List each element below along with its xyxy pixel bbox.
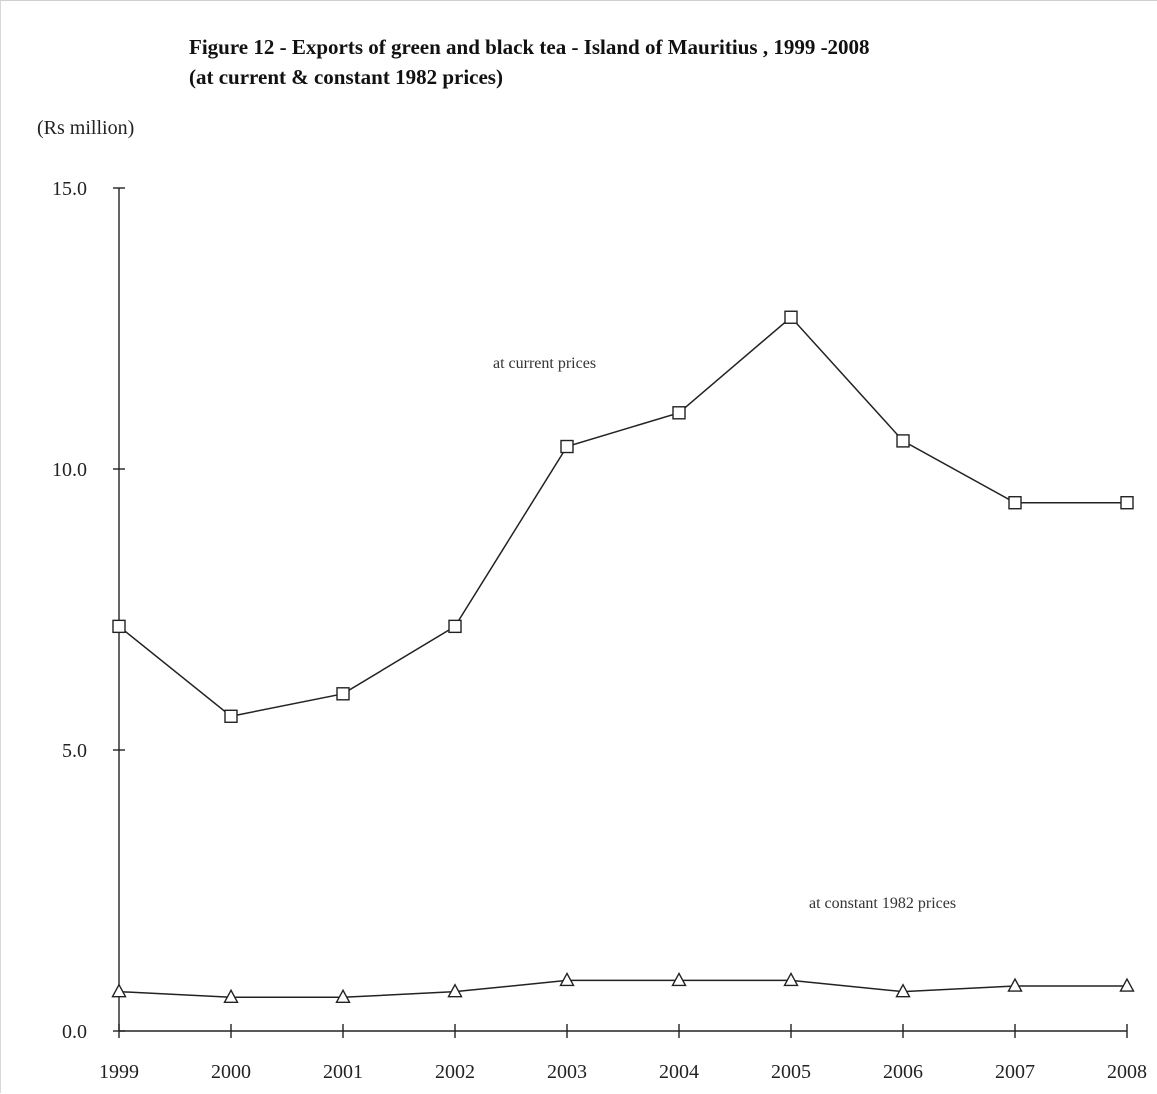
- series-line-1: [118, 316, 1127, 718]
- data-point-square: [336, 687, 350, 701]
- y-tick-label: 15.0: [52, 178, 87, 200]
- data-point-triangle: [1007, 977, 1023, 992]
- data-point-triangle: [335, 988, 351, 1003]
- y-tick-label: 5.0: [62, 740, 87, 762]
- x-tick-label: 2005: [771, 1061, 811, 1083]
- data-point-square: [1008, 496, 1022, 510]
- y-axis-label: (Rs million): [37, 117, 135, 139]
- x-tick-label: 2008: [1107, 1061, 1147, 1083]
- x-tick-label: 1999: [99, 1061, 139, 1083]
- data-point-triangle: [895, 983, 911, 998]
- data-point-square: [1120, 496, 1134, 510]
- data-point-triangle: [783, 971, 799, 987]
- data-point-square: [448, 619, 462, 634]
- data-point-square: [224, 709, 238, 723]
- chart-title: Figure 12 - Exports of green and black t…: [189, 35, 870, 59]
- chart-subtitle: (at current & constant 1982 prices): [189, 65, 503, 89]
- x-tick-label: 2003: [547, 1061, 587, 1083]
- series-line-2: [118, 979, 1127, 999]
- data-point-square: [560, 439, 574, 454]
- x-tick-label: 2001: [323, 1061, 363, 1083]
- data-point-triangle: [1119, 977, 1135, 992]
- y-tick-label: 0.0: [62, 1021, 87, 1043]
- data-point-square: [672, 406, 686, 420]
- series-label: at constant 1982 prices: [809, 895, 956, 912]
- data-point-triangle: [447, 983, 463, 998]
- data-point-square: [784, 310, 798, 324]
- data-point-triangle: [223, 988, 239, 1003]
- x-tick-label: 2007: [995, 1061, 1035, 1083]
- y-tick-label: 10.0: [52, 459, 87, 481]
- x-tick-label: 2006: [883, 1061, 923, 1083]
- data-point-square: [896, 434, 910, 448]
- data-point-triangle: [671, 971, 687, 987]
- x-tick-label: 2004: [659, 1061, 699, 1083]
- data-point-triangle: [111, 983, 127, 998]
- series-label: at current prices: [493, 355, 596, 372]
- data-point-triangle: [559, 971, 575, 987]
- x-tick-label: 2000: [211, 1061, 251, 1083]
- data-point-square: [112, 619, 126, 634]
- x-tick-label: 2002: [435, 1061, 475, 1083]
